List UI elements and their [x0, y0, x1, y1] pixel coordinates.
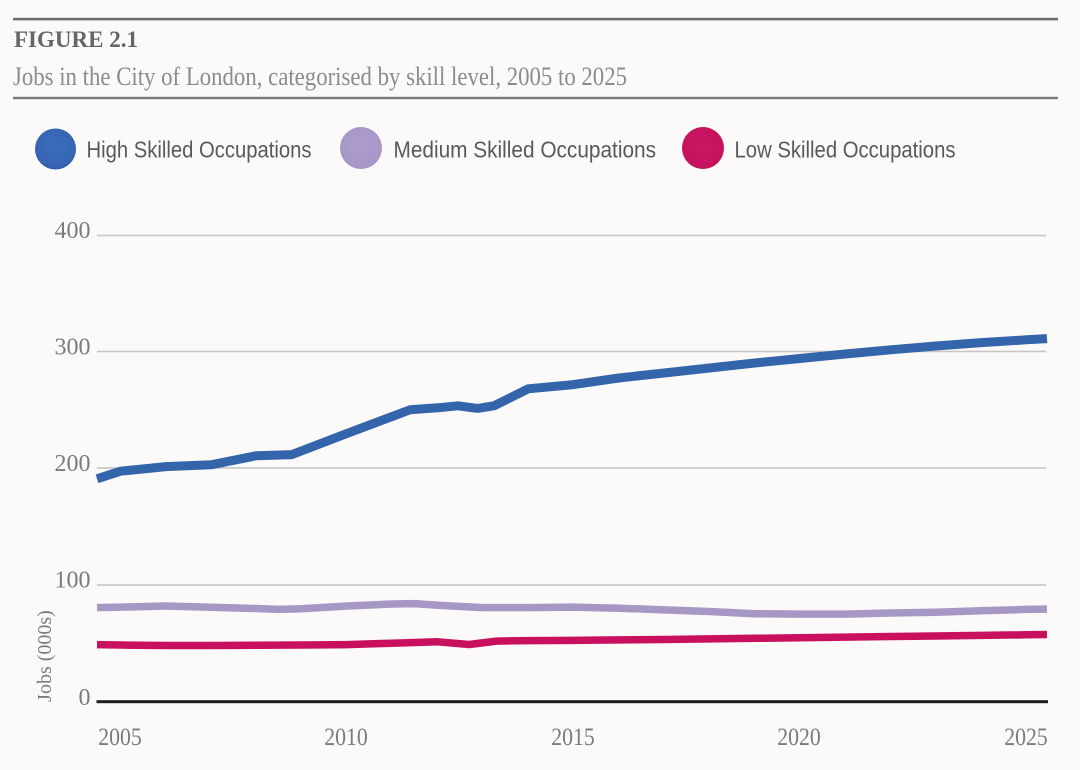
svg-text:FIGURE 2.1: FIGURE 2.1: [14, 27, 138, 52]
svg-text:2025: 2025: [1004, 724, 1048, 751]
svg-text:0: 0: [79, 685, 91, 711]
svg-text:Jobs in the City of London, ca: Jobs in the City of London, categorised …: [13, 62, 627, 91]
svg-text:Low Skilled Occupations: Low Skilled Occupations: [735, 137, 956, 163]
svg-text:Medium Skilled Occupations: Medium Skilled Occupations: [394, 137, 657, 163]
svg-text:2020: 2020: [777, 724, 821, 751]
svg-text:2010: 2010: [324, 724, 368, 751]
svg-text:400: 400: [55, 218, 91, 244]
svg-text:Jobs (000s): Jobs (000s): [34, 610, 56, 702]
svg-text:2005: 2005: [98, 724, 142, 751]
svg-text:2015: 2015: [551, 724, 595, 751]
svg-text:High Skilled Occupations: High Skilled Occupations: [87, 137, 312, 163]
svg-text:200: 200: [55, 451, 91, 477]
svg-text:300: 300: [55, 335, 91, 361]
svg-text:100: 100: [55, 568, 91, 594]
